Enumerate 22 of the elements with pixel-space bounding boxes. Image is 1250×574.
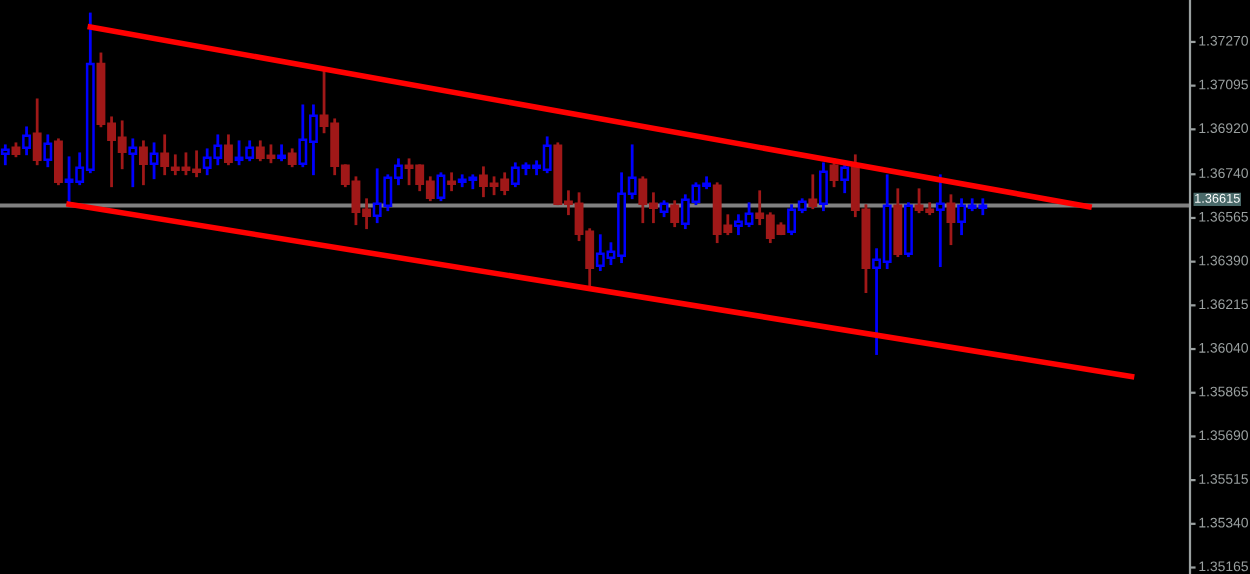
candlestick bbox=[840, 164, 850, 194]
candlestick bbox=[160, 134, 170, 176]
candlestick bbox=[808, 174, 818, 210]
candlestick bbox=[224, 134, 233, 166]
candlestick bbox=[43, 134, 53, 168]
candlestick bbox=[670, 200, 680, 228]
candlestick bbox=[32, 98, 42, 166]
candlestick bbox=[128, 138, 138, 188]
candlestick bbox=[277, 144, 286, 162]
candlestick bbox=[935, 174, 945, 268]
candlestick bbox=[904, 202, 913, 258]
candlestick bbox=[149, 142, 159, 180]
candlestick bbox=[447, 172, 456, 192]
candlestick bbox=[946, 194, 956, 246]
candlestick bbox=[819, 162, 828, 212]
candlestick bbox=[893, 188, 903, 258]
candlestick bbox=[54, 138, 63, 186]
candlestick bbox=[829, 158, 839, 188]
candlestick bbox=[436, 172, 446, 202]
candlestick bbox=[139, 140, 148, 186]
candlestick bbox=[0, 144, 10, 166]
candlestick bbox=[22, 126, 31, 156]
